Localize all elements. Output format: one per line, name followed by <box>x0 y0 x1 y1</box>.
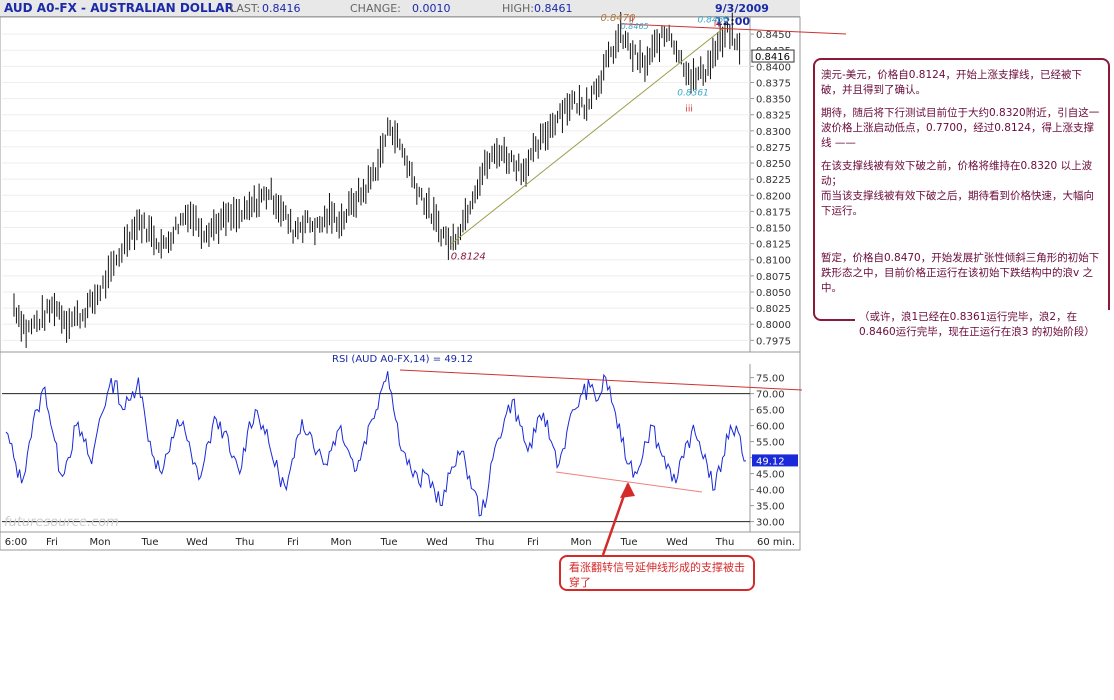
price-tick-label: 0.8325 <box>756 111 791 122</box>
x-axis-label: Fri <box>287 537 299 548</box>
last-label: LAST: <box>230 2 261 15</box>
x-axis-label: Wed <box>426 537 448 548</box>
x-axis-label: Mon <box>89 537 110 548</box>
change-label: CHANGE: <box>350 2 401 15</box>
price-tick-label: 0.8225 <box>756 175 791 186</box>
rsi-tick-label: 60.00 <box>756 422 785 433</box>
rsi-line <box>5 371 747 517</box>
analysis-note-box: 澳元-美元，价格自0.8124，开始上涨支撑线，已经被下破，并且得到了确认。 期… <box>813 58 1110 321</box>
x-axis-label: Thu <box>235 537 255 548</box>
note-paragraph-1: 澳元-美元，价格自0.8124，开始上涨支撑线，已经被下破，并且得到了确认。 <box>821 69 1083 96</box>
rsi-tick-label: 40.00 <box>756 486 785 497</box>
rsi-last-box <box>752 454 798 467</box>
rsi-tick-label: 55.00 <box>756 438 785 449</box>
x-axis-label: Mon <box>330 537 351 548</box>
last-value: 0.8416 <box>262 2 301 15</box>
price-tick-label: 0.8100 <box>756 256 791 267</box>
annotation-label: iii <box>685 104 693 114</box>
price-tick-label: 0.8000 <box>756 320 791 331</box>
x-axis: 6:00 Fri Mon Tue Wed Thu Fri Mon Tue Wed Thu Fri Mon… <box>0 531 801 551</box>
x-axis-label: Tue <box>140 537 158 548</box>
high-label: HIGH: <box>502 2 535 15</box>
annotation-label: iv <box>714 19 723 29</box>
x-axis-label: 6:00 <box>5 537 27 548</box>
x-axis-label: 60 min. <box>757 537 795 548</box>
price-tick-label: 0.8300 <box>756 127 791 138</box>
annotation-label: 0.8470 <box>600 13 635 24</box>
x-axis-label: Tue <box>379 537 397 548</box>
callout-box: 看涨翻转信号延伸线形成的支撑被击穿了 <box>559 555 755 591</box>
change-value: 0.0010 <box>412 2 451 15</box>
price-tick-label: 0.8200 <box>756 191 791 202</box>
rsi-panel-frame <box>0 351 801 533</box>
annotation-label: ii <box>629 16 634 26</box>
rsi-tick-label: 35.00 <box>756 502 785 513</box>
price-panel-frame <box>0 16 801 353</box>
price-tick-label: 0.7975 <box>756 336 791 347</box>
x-axis-label: Wed <box>186 537 208 548</box>
x-axis-label: Thu <box>475 537 495 548</box>
last-price-box <box>751 49 795 63</box>
rsi-tick-label: 65.00 <box>756 406 785 417</box>
price-tick-label: 0.8025 <box>756 304 791 315</box>
note-paragraph-5: 暂定，价格自0.8470，开始发展扩张性倾斜三角形的初始下跌形态之中，目前价格正… <box>821 252 1100 294</box>
price-panel: 0.84500.84250.84000.83750.83500.83250.83… <box>0 11 801 353</box>
price-tick-label: 0.8050 <box>756 288 791 299</box>
price-tick-label: 0.8375 <box>756 78 791 89</box>
price-tick-label: 0.8275 <box>756 143 791 154</box>
x-axis-label: Tue <box>619 537 637 548</box>
note-paragraph-4: 而当该支撑线被有效下破之后，期待看到价格快速，大幅向下运行。 <box>821 190 1094 217</box>
high-value: 0.8461 <box>534 2 573 15</box>
price-tick-label: 0.8250 <box>756 159 791 170</box>
rsi-last-label: 49.12 <box>756 456 785 467</box>
note-paragraph-2: 期待，随后将下行测试目前位于大约0.8320附近，引自这一波价格上涨启动低点，0… <box>821 107 1100 149</box>
support-line <box>450 25 727 245</box>
price-tick-label: 0.8175 <box>756 207 791 218</box>
annotation-label: 0.8361 <box>677 88 709 98</box>
price-tick-label: 0.8125 <box>756 240 791 251</box>
note-paragraph-3: 在该支撑线被有效下破之前，价格将维持在0.8320 以上波动； <box>821 160 1093 187</box>
x-axis-band <box>0 531 801 551</box>
chart-header: AUD A0-FX - AUSTRALIAN DOLLAR LAST: 0.84… <box>0 0 800 28</box>
rsi-upper-trendline <box>399 369 803 391</box>
x-axis-label: Fri <box>527 537 539 548</box>
x-axis-label: Wed <box>666 537 688 548</box>
price-tick-label: 0.8350 <box>756 95 791 106</box>
last-price-label: 0.8416 <box>755 52 790 63</box>
rsi-title: RSI (AUD A0-FX,14) = 49.12 <box>332 354 473 365</box>
callout-arrow-head <box>620 482 635 498</box>
rsi-panel: 75.0070.0065.0060.0055.0050.0045.0040.00… <box>0 351 801 533</box>
rsi-tick-label: 45.00 <box>756 470 785 481</box>
rsi-tick-label: 75.00 <box>756 374 785 385</box>
rsi-tick-label: 70.00 <box>756 390 785 401</box>
x-axis-label: Fri <box>46 537 58 548</box>
x-axis-label: Mon <box>570 537 591 548</box>
annotation-label: 0.8465 <box>621 22 649 31</box>
price-tick-label: 0.8150 <box>756 224 791 235</box>
watermark: futuresource.com <box>4 515 119 530</box>
price-tick-label: 0.8075 <box>756 272 791 283</box>
rsi-support-line <box>555 471 703 493</box>
symbol-title: AUD A0-FX - AUSTRALIAN DOLLAR <box>4 1 234 15</box>
rsi-tick-label: 30.00 <box>756 518 785 529</box>
upper-trendline <box>620 23 847 35</box>
price-tick-label: 0.8450 <box>756 30 791 41</box>
note-paragraph-6: （或许，浪1已经在0.8361运行完毕，浪2，在0.8460运行完毕，现在正运行… <box>855 310 1113 340</box>
annotation-label: 0.8124 <box>451 252 486 263</box>
price-tick-label: 0.8400 <box>756 62 791 73</box>
x-axis-label: Thu <box>715 537 735 548</box>
annotation-label: 0.8460 <box>698 16 730 26</box>
